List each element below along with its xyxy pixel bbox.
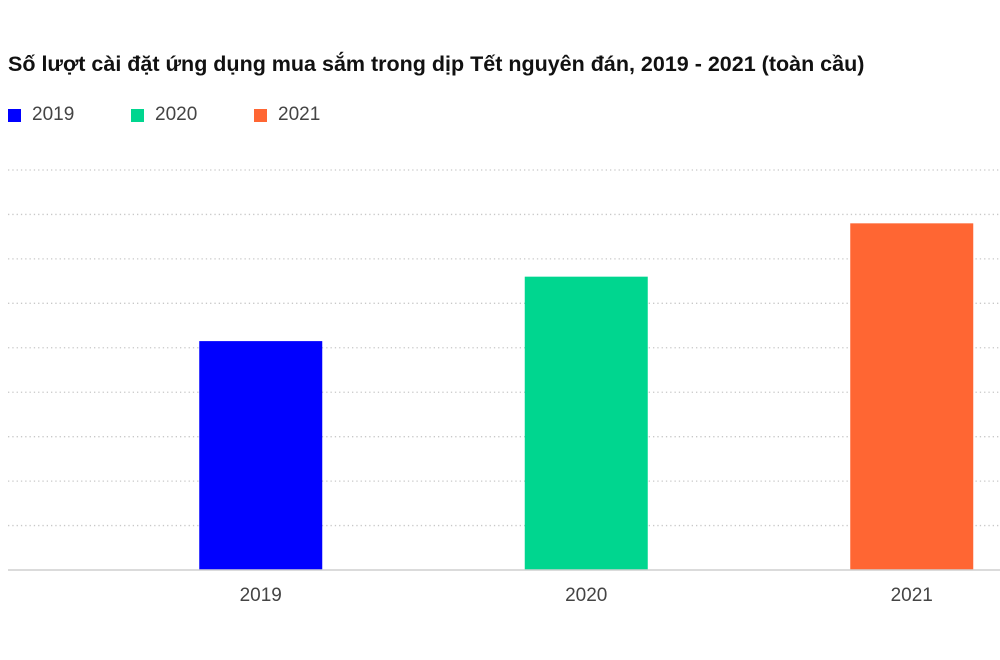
x-tick-label: 2021 bbox=[891, 585, 933, 606]
legend-swatch-2020 bbox=[131, 108, 144, 122]
legend-item-2021: 2021 bbox=[254, 104, 377, 126]
legend-swatch-2021 bbox=[254, 108, 267, 122]
legend-swatch-2019 bbox=[8, 108, 21, 122]
bar-2021 bbox=[850, 223, 974, 571]
legend-label: 2021 bbox=[278, 104, 321, 125]
legend-label: 2019 bbox=[32, 104, 75, 125]
x-tick-label: 2019 bbox=[240, 585, 282, 606]
bar-2019 bbox=[199, 341, 323, 570]
legend: 2019 2020 2021 bbox=[8, 104, 377, 126]
bar-2020 bbox=[524, 276, 648, 570]
x-tick-label: 2020 bbox=[565, 585, 607, 606]
legend-item-2019: 2019 bbox=[8, 104, 131, 126]
legend-item-2020: 2020 bbox=[131, 104, 254, 126]
chart-title: Số lượt cài đặt ứng dụng mua sắm trong d… bbox=[8, 52, 865, 76]
legend-label: 2020 bbox=[155, 104, 198, 125]
